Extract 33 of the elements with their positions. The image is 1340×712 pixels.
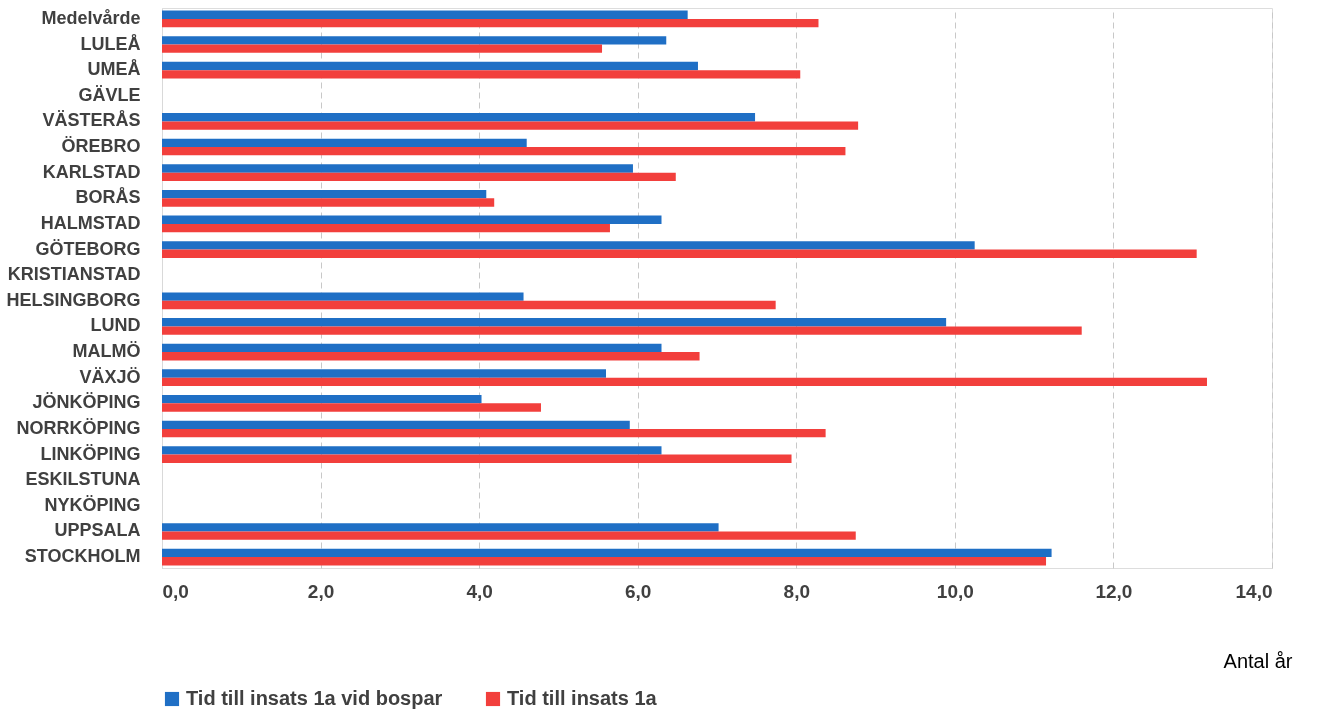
y-tick-label: LULEÅ — [80, 33, 141, 54]
y-tick-label: MALMÖ — [72, 341, 141, 362]
y-tick-label: BORÅS — [75, 187, 141, 208]
y-tick-label: UPPSALA — [54, 520, 141, 541]
y-tick-label: NORRKÖPING — [16, 417, 141, 438]
legend-label: Tid till insats 1a — [507, 687, 658, 709]
y-tick-label: GÖTEBORG — [35, 238, 141, 259]
x-axis-title: Antal år — [1223, 649, 1293, 672]
y-tick-label: GÄVLE — [78, 84, 141, 105]
y-tick-label: KARLSTAD — [42, 161, 141, 182]
x-tick-label: 6,0 — [625, 580, 652, 602]
y-tick-label: HALMSTAD — [40, 212, 141, 233]
x-tick-label: 0,0 — [162, 580, 189, 602]
x-tick-label: 10,0 — [936, 580, 974, 602]
x-tick-label: 12,0 — [1095, 580, 1133, 602]
legend-label: Tid till insats 1a vid bospar — [186, 687, 443, 709]
y-tick-label: HELSINGBORG — [6, 289, 141, 310]
y-tick-label: UMEÅ — [87, 59, 141, 80]
x-tick-label: 2,0 — [307, 580, 335, 602]
y-tick-label: VÄXJÖ — [79, 366, 141, 387]
y-tick-label: ÖREBRO — [61, 136, 141, 157]
y-tick-label: VÄSTERÅS — [42, 110, 141, 131]
x-tick-label: 14,0 — [1235, 580, 1273, 602]
y-tick-label: NYKÖPING — [44, 494, 141, 515]
y-tick-label: LINKÖPING — [40, 443, 141, 464]
x-tick-label: 8,0 — [783, 580, 810, 602]
y-tick-label: ESKILSTUNA — [25, 469, 141, 490]
x-tick-label: 4,0 — [466, 580, 493, 602]
y-tick-label: JÖNKÖPING — [32, 392, 141, 413]
y-tick-label: Medelvårde — [41, 7, 141, 28]
y-tick-label: KRISTIANSTAD — [7, 264, 141, 285]
y-tick-label: STOCKHOLM — [24, 546, 141, 567]
y-tick-label: LUND — [90, 315, 141, 336]
